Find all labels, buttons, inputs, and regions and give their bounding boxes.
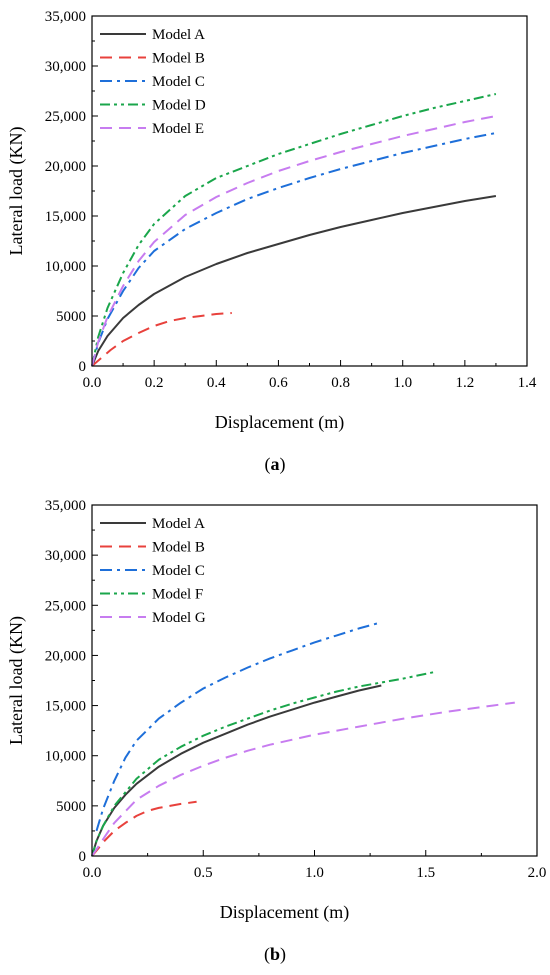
legend: Model A Model B Model C Model D Model E bbox=[100, 27, 206, 137]
legend-label: Model C bbox=[152, 74, 205, 90]
plot-frame bbox=[91, 504, 538, 857]
y-tick-label: 15,000 bbox=[45, 209, 86, 225]
legend-label: Model D bbox=[152, 98, 206, 114]
series-layer bbox=[91, 93, 497, 367]
legend-label: Model C bbox=[152, 563, 205, 579]
x-axis-title: Displacement (m) bbox=[215, 412, 344, 433]
y-tick-label: 35,000 bbox=[45, 9, 86, 25]
legend-label: Model A bbox=[152, 27, 205, 43]
legend: Model A Model B Model C Model F Model G bbox=[100, 516, 206, 626]
series-line-model-d bbox=[91, 93, 497, 367]
y-tick-label: 25,000 bbox=[45, 598, 86, 614]
legend-label: Model F bbox=[152, 587, 203, 603]
series-layer bbox=[91, 621, 515, 857]
y-axis-title: Lateral load (KN) bbox=[6, 127, 27, 256]
legend-label: Model G bbox=[152, 610, 206, 626]
series-line-model-b bbox=[91, 312, 232, 367]
series-line-model-g bbox=[91, 701, 515, 857]
y-tick-label: 15,000 bbox=[45, 699, 86, 715]
chart-panel-b: 0.0 0.5 1.0 1.5 2.0 0 5000 10,000 15,000 20,000 25… bbox=[6, 498, 546, 965]
y-tick-label: 10,000 bbox=[45, 749, 86, 765]
y-axis-title: Lateral load (KN) bbox=[6, 616, 27, 745]
y-tick-label: 25,000 bbox=[45, 109, 86, 125]
x-tick-label: 0.0 bbox=[83, 865, 102, 881]
x-tick-label: 1.4 bbox=[518, 375, 537, 391]
y-tick-label: 0 bbox=[79, 849, 87, 865]
panel-caption-letter: b bbox=[270, 944, 280, 964]
legend-label: Model B bbox=[152, 51, 205, 67]
x-tick-label: 2.0 bbox=[528, 865, 547, 881]
y-tick-label: 35,000 bbox=[45, 498, 86, 514]
series-line-model-c bbox=[91, 132, 497, 367]
panel-caption-letter: a bbox=[271, 454, 280, 474]
y-tick-label: 10,000 bbox=[45, 259, 86, 275]
y-tick-label: 30,000 bbox=[45, 548, 86, 564]
x-tick-label: 0.6 bbox=[269, 375, 288, 391]
x-tick-label: 0.0 bbox=[83, 375, 102, 391]
x-tick-label: 1.5 bbox=[416, 865, 435, 881]
panel-caption: (b) bbox=[264, 944, 286, 965]
series-line-model-a bbox=[91, 195, 497, 367]
y-tick-label: 5000 bbox=[56, 309, 86, 325]
x-tick-label: 0.2 bbox=[145, 375, 164, 391]
y-tick-label: 0 bbox=[79, 359, 87, 375]
x-tick-label: 0.8 bbox=[331, 375, 350, 391]
plot-frame bbox=[91, 15, 528, 367]
legend-label: Model E bbox=[152, 121, 204, 137]
x-tick-label: 1.0 bbox=[393, 375, 412, 391]
series-line-model-c bbox=[95, 621, 382, 832]
y-tick-label: 5000 bbox=[56, 799, 86, 815]
y-tick-label: 20,000 bbox=[45, 648, 86, 664]
x-tick-label: 1.0 bbox=[305, 865, 324, 881]
x-tick-label: 0.5 bbox=[194, 865, 213, 881]
legend-label: Model A bbox=[152, 516, 205, 532]
x-tick-label: 0.4 bbox=[207, 375, 226, 391]
x-axis-title: Displacement (m) bbox=[220, 902, 349, 923]
chart-panel-a: 0.0 0.2 0.4 0.6 0.8 1.0 1.2 1.4 0 5000 10,000 15,00… bbox=[6, 9, 537, 475]
ticks-layer: 0.0 0.5 1.0 1.5 2.0 0 5000 10,000 15,000 20,000 25… bbox=[45, 498, 547, 881]
x-tick-label: 1.2 bbox=[455, 375, 474, 391]
series-line-model-b bbox=[91, 800, 197, 857]
series-line-model-f bbox=[91, 670, 438, 857]
series-line-model-a bbox=[91, 684, 382, 857]
y-tick-label: 30,000 bbox=[45, 59, 86, 75]
series-line-model-e bbox=[91, 115, 497, 367]
ticks-layer: 0.0 0.2 0.4 0.6 0.8 1.0 1.2 1.4 0 5000 10,000 15,00… bbox=[45, 9, 537, 391]
panel-caption: (a) bbox=[265, 454, 286, 475]
legend-label: Model B bbox=[152, 540, 205, 556]
y-tick-label: 20,000 bbox=[45, 159, 86, 175]
